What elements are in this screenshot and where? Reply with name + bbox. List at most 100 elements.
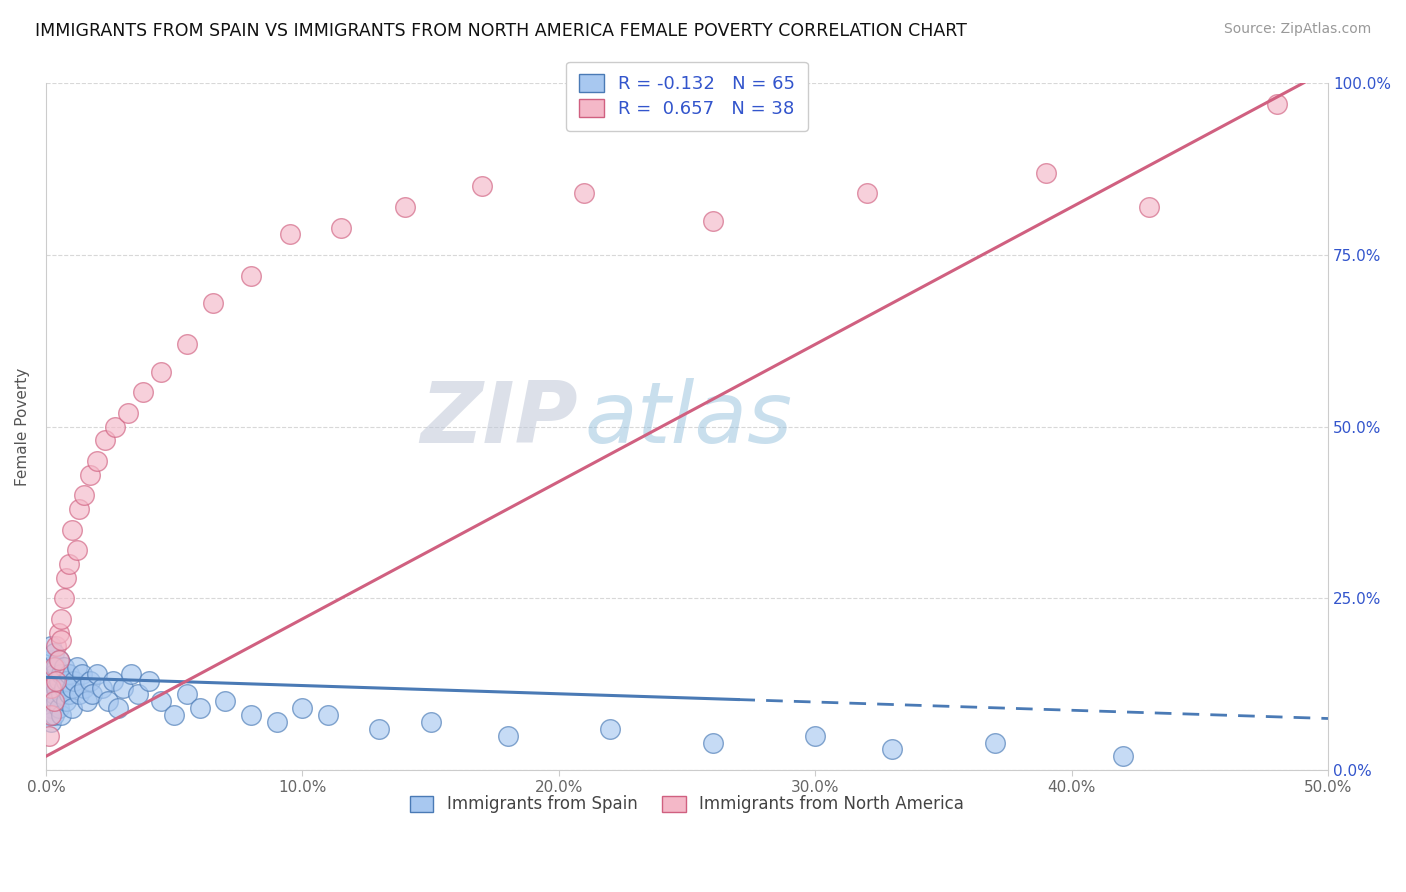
Point bbox=[104, 419, 127, 434]
Point bbox=[240, 268, 263, 283]
Point bbox=[138, 673, 160, 688]
Point bbox=[163, 708, 186, 723]
Point bbox=[51, 688, 73, 702]
Point bbox=[117, 406, 139, 420]
Point bbox=[76, 694, 98, 708]
Point bbox=[882, 742, 904, 756]
Point bbox=[60, 523, 83, 537]
Point bbox=[316, 708, 339, 723]
Point bbox=[51, 708, 73, 723]
Point bbox=[42, 660, 65, 674]
Point bbox=[60, 681, 83, 695]
Point bbox=[45, 660, 67, 674]
Point bbox=[368, 722, 391, 736]
Point bbox=[66, 660, 89, 674]
Text: ZIP: ZIP bbox=[420, 378, 578, 461]
Point bbox=[45, 640, 67, 654]
Point bbox=[86, 666, 108, 681]
Point bbox=[38, 694, 60, 708]
Point bbox=[291, 701, 314, 715]
Point bbox=[66, 543, 89, 558]
Point bbox=[39, 681, 62, 695]
Point bbox=[42, 708, 65, 723]
Point bbox=[107, 701, 129, 715]
Point bbox=[1265, 97, 1288, 112]
Point bbox=[574, 186, 596, 201]
Point bbox=[39, 640, 62, 654]
Point bbox=[48, 625, 70, 640]
Point bbox=[45, 694, 67, 708]
Point bbox=[73, 681, 96, 695]
Point bbox=[599, 722, 621, 736]
Point bbox=[51, 612, 73, 626]
Point bbox=[48, 673, 70, 688]
Point bbox=[51, 666, 73, 681]
Point bbox=[278, 227, 301, 242]
Text: IMMIGRANTS FROM SPAIN VS IMMIGRANTS FROM NORTH AMERICA FEMALE POVERTY CORRELATIO: IMMIGRANTS FROM SPAIN VS IMMIGRANTS FROM… bbox=[35, 22, 967, 40]
Point bbox=[266, 714, 288, 729]
Point bbox=[48, 653, 70, 667]
Point bbox=[52, 591, 75, 606]
Point bbox=[91, 681, 114, 695]
Point bbox=[702, 735, 724, 749]
Point bbox=[42, 688, 65, 702]
Y-axis label: Female Poverty: Female Poverty bbox=[15, 368, 30, 486]
Point bbox=[240, 708, 263, 723]
Point bbox=[55, 571, 77, 585]
Point bbox=[150, 365, 173, 379]
Text: Source: ZipAtlas.com: Source: ZipAtlas.com bbox=[1223, 22, 1371, 37]
Point bbox=[58, 557, 80, 571]
Point bbox=[52, 660, 75, 674]
Point bbox=[39, 708, 62, 723]
Point bbox=[39, 673, 62, 688]
Point bbox=[419, 714, 441, 729]
Point bbox=[120, 666, 142, 681]
Point bbox=[39, 701, 62, 715]
Point bbox=[101, 673, 124, 688]
Point bbox=[214, 694, 236, 708]
Point bbox=[86, 454, 108, 468]
Point bbox=[1112, 749, 1135, 764]
Point bbox=[73, 488, 96, 502]
Point bbox=[38, 729, 60, 743]
Point bbox=[150, 694, 173, 708]
Point bbox=[702, 213, 724, 227]
Point bbox=[329, 220, 352, 235]
Point bbox=[804, 729, 827, 743]
Point bbox=[52, 681, 75, 695]
Point bbox=[67, 688, 90, 702]
Point bbox=[188, 701, 211, 715]
Point bbox=[55, 673, 77, 688]
Point bbox=[94, 434, 117, 448]
Point bbox=[471, 179, 494, 194]
Point bbox=[58, 688, 80, 702]
Point bbox=[496, 729, 519, 743]
Point bbox=[96, 694, 118, 708]
Point bbox=[1137, 200, 1160, 214]
Point bbox=[38, 708, 60, 723]
Point bbox=[39, 653, 62, 667]
Point bbox=[38, 681, 60, 695]
Point bbox=[48, 701, 70, 715]
Point bbox=[55, 694, 77, 708]
Point bbox=[51, 632, 73, 647]
Point bbox=[63, 673, 86, 688]
Legend: Immigrants from Spain, Immigrants from North America: Immigrants from Spain, Immigrants from N… bbox=[401, 786, 974, 823]
Point bbox=[127, 688, 149, 702]
Point bbox=[984, 735, 1007, 749]
Point bbox=[38, 660, 60, 674]
Point bbox=[42, 694, 65, 708]
Point bbox=[67, 502, 90, 516]
Point bbox=[201, 296, 224, 310]
Point bbox=[70, 666, 93, 681]
Point bbox=[855, 186, 877, 201]
Point bbox=[39, 714, 62, 729]
Point bbox=[1035, 166, 1057, 180]
Point bbox=[42, 666, 65, 681]
Point bbox=[176, 688, 198, 702]
Point bbox=[111, 681, 134, 695]
Point bbox=[132, 385, 155, 400]
Point bbox=[176, 337, 198, 351]
Point bbox=[45, 681, 67, 695]
Point bbox=[48, 653, 70, 667]
